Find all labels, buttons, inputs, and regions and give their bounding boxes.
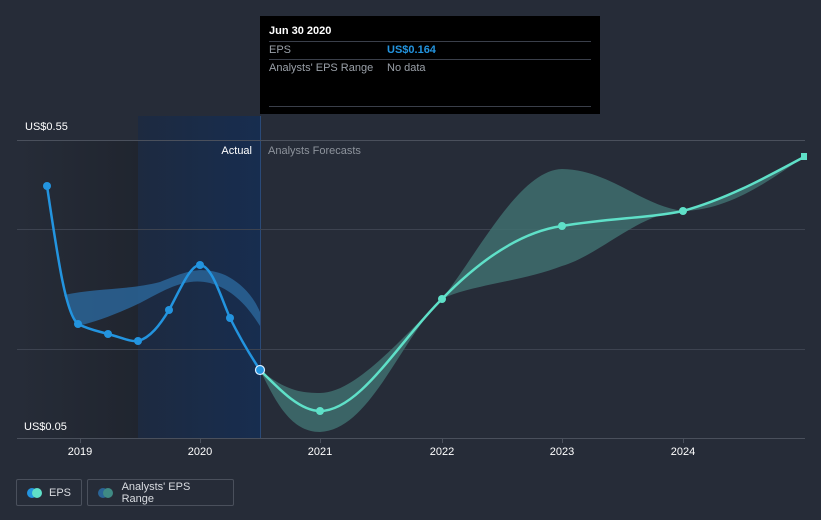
legend-eps[interactable]: EPS: [16, 479, 82, 506]
x-tick-2021: 2021: [307, 446, 333, 458]
tooltip-date: Jun 30 2020: [269, 24, 591, 42]
tooltip-divider: [269, 106, 591, 107]
x-tick-2019: 2019: [67, 446, 93, 458]
selected-eps-point[interactable]: [254, 364, 266, 376]
forecast-eps-points: [316, 153, 807, 415]
x-tick-2023: 2023: [549, 446, 575, 458]
x-tick-2022: 2022: [429, 446, 455, 458]
data-tooltip: Jun 30 2020 EPS US$0.164 Analysts' EPS R…: [260, 16, 600, 114]
legend-eps-label: EPS: [48, 486, 71, 499]
actual-region-label: Actual: [221, 145, 252, 157]
x-axis-ticks: [80, 438, 684, 443]
eps-legend-icon: [27, 487, 42, 498]
tooltip-range-label: Analysts' EPS Range: [269, 62, 374, 74]
tooltip-range-value: No data: [387, 62, 426, 74]
x-tick-2020: 2020: [187, 446, 213, 458]
y-axis-top-label: US$0.55: [25, 121, 68, 133]
tooltip-row-range: Analysts' EPS Range No data: [269, 60, 591, 77]
legend-range-label: Analysts' EPS Range: [121, 480, 191, 505]
eps-range-legend-icon: [98, 487, 114, 498]
x-tick-2024: 2024: [670, 446, 696, 458]
tooltip-eps-label: EPS: [269, 44, 292, 56]
actual-eps-line: [45, 185, 262, 371]
y-axis-bottom-label: US$0.05: [24, 421, 67, 433]
forecast-region-label: Analysts Forecasts: [268, 145, 361, 157]
tooltip-row-eps: EPS US$0.164: [269, 42, 591, 60]
actual-eps-range-band: [64, 270, 260, 326]
tooltip-eps-value: US$0.164: [387, 44, 436, 56]
actual-eps-points: [43, 182, 234, 345]
legend-analysts-eps-range[interactable]: Analysts' EPS Range: [87, 479, 234, 506]
